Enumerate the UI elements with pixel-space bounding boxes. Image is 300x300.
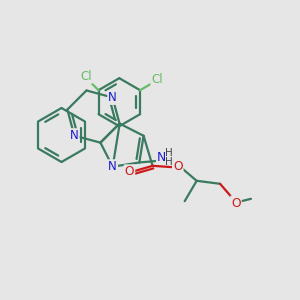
Text: Cl: Cl bbox=[80, 70, 92, 83]
Text: O: O bbox=[173, 160, 183, 172]
Text: N: N bbox=[108, 91, 117, 104]
Text: O: O bbox=[231, 196, 241, 209]
Text: N: N bbox=[70, 129, 79, 142]
Text: H: H bbox=[166, 148, 173, 158]
Text: N: N bbox=[108, 160, 117, 173]
Text: H: H bbox=[166, 157, 173, 167]
Text: O: O bbox=[125, 165, 134, 178]
Text: N: N bbox=[157, 151, 166, 164]
Text: Cl: Cl bbox=[152, 74, 163, 86]
